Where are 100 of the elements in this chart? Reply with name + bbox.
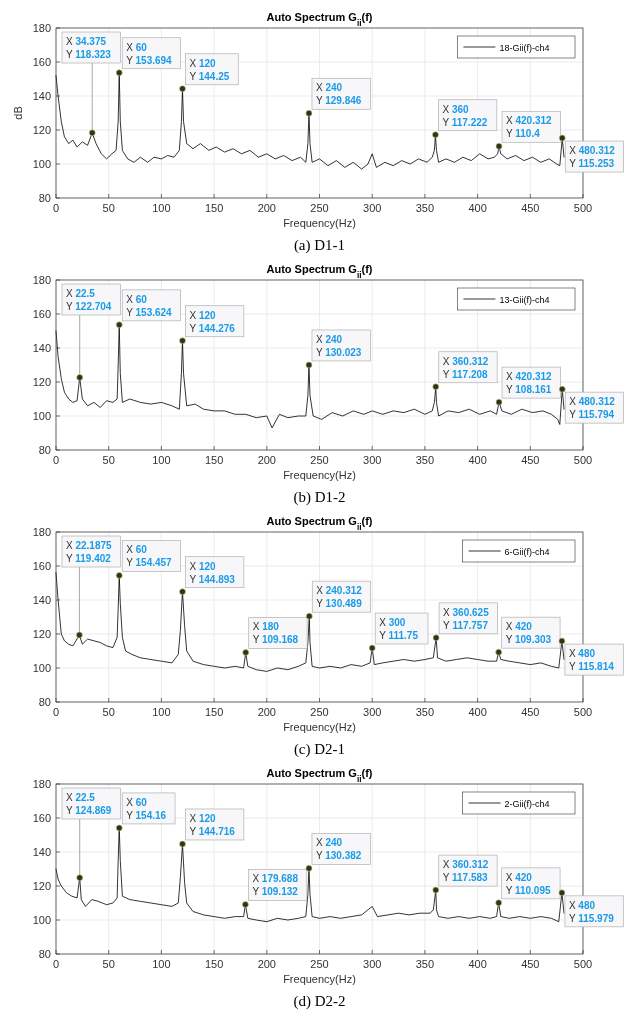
point	[179, 840, 186, 848]
x-tick-label: 450	[521, 454, 540, 466]
point	[179, 337, 186, 345]
annotation: X 179.688 Y 109.132	[252, 873, 299, 898]
y-tick-label: 80	[38, 444, 51, 456]
datatip: X 34.375 Y 118.323	[61, 31, 121, 131]
x-axis-title: Frequency(Hz)	[283, 721, 356, 733]
legend-label: 2-Gii(f)-ch4	[504, 798, 550, 809]
point	[115, 321, 123, 329]
point	[432, 634, 440, 642]
y-tick-label: 80	[38, 948, 51, 960]
legend-label: 6-Gii(f)-ch4	[504, 546, 550, 557]
text: (b) D1-2	[293, 489, 346, 506]
x-tick-label: 200	[257, 706, 276, 718]
annotation: X 360.312 Y 117.583	[442, 859, 489, 884]
x-tick-label: 150	[204, 706, 224, 718]
annotation: X 22.1875 Y 119.402	[66, 540, 113, 564]
x-tick-label: 100	[152, 202, 171, 214]
y-tick-label: 180	[32, 778, 51, 790]
x-tick-label: 200	[257, 202, 276, 214]
annotation: X 60 Y 153.624	[126, 293, 173, 318]
x-tick-label: 400	[468, 454, 487, 466]
datatip: X 480.312 Y 115.253	[564, 140, 624, 173]
y-tick-label: 160	[32, 308, 51, 320]
x-tick-label: 500	[573, 202, 593, 214]
x-tick-label: 200	[257, 454, 276, 466]
point	[558, 637, 566, 645]
point	[115, 572, 123, 579]
text: (a) D1-1	[293, 237, 346, 254]
x-tick-label: 450	[521, 202, 540, 214]
text: (d) D2-2	[293, 993, 346, 1010]
chart-title: Auto Spectrum G$_{ii}$(f)	[266, 767, 373, 784]
x-tick-label: 500	[573, 958, 593, 970]
datatip: X 240 Y 130.382	[311, 833, 371, 865]
datatip: X 22.1875 Y 119.402	[61, 535, 121, 633]
y-tick-label: 140	[32, 594, 51, 606]
y-tick-label: 100	[32, 410, 51, 422]
legend-label: 18-Gii(f)-ch4	[499, 42, 550, 53]
datatip: X 60 Y 153.624	[121, 289, 181, 322]
annotation: X 34.375 Y 118.323	[66, 36, 112, 60]
point	[305, 361, 313, 369]
x-tick-label: 250	[310, 706, 329, 718]
y-tick-label: 180	[32, 274, 51, 286]
datatip: X 360.312 Y 117.583	[438, 854, 498, 887]
point	[242, 901, 249, 908]
annotation: X 180 Y 109.168	[252, 621, 299, 646]
x-axis-title: Frequency(Hz)	[283, 217, 356, 229]
y-tick-label: 140	[32, 90, 51, 102]
point	[432, 131, 439, 139]
annotation: X 120 Y 144.893	[189, 560, 236, 585]
datatip: X 360 Y 117.222	[438, 99, 498, 132]
annotation: X 360.312 Y 117.208	[442, 355, 489, 380]
annotation: X 240 Y 130.382	[315, 837, 362, 862]
datatip: X 360.625 Y 117.757	[438, 602, 498, 635]
y-tick-label: 160	[32, 812, 51, 824]
annotation: X 60 Y 153.694	[126, 41, 173, 66]
x-tick-label: 500	[573, 454, 593, 466]
annotation: X 300 Y 111.75	[379, 617, 419, 642]
x-tick-label: 100	[152, 454, 171, 466]
x-tick-label: 50	[102, 706, 115, 718]
point	[305, 109, 313, 117]
x-tick-label: 300	[363, 454, 382, 466]
y-axis-title: dB	[12, 106, 24, 120]
x-tick-label: 350	[415, 958, 435, 970]
x-tick-label: 0	[52, 958, 60, 970]
chart-title: Auto Spectrum G$_{ii}$(f)	[266, 515, 373, 532]
x-tick-label: 100	[152, 958, 171, 970]
datatip: X 480 Y 115.814	[564, 643, 624, 676]
annotation: X 22.5 Y 124.869	[66, 792, 112, 816]
x-tick-label: 300	[363, 202, 382, 214]
point	[558, 889, 566, 897]
point	[242, 649, 250, 656]
x-tick-label: 450	[521, 706, 540, 718]
datatip: X 60 Y 154.16	[121, 792, 176, 825]
x-tick-label: 400	[468, 202, 487, 214]
datatip: X 240 Y 130.023	[311, 329, 371, 362]
y-tick-label: 100	[32, 662, 51, 674]
datatip: X 420.312 Y 110.4	[501, 110, 561, 143]
chart-title: Auto Spectrum G$_{ii}$(f)	[266, 263, 373, 280]
x-tick-label: 0	[52, 454, 60, 466]
datatip: X 120 Y 144.893	[185, 556, 245, 589]
text: (c) D2-1	[293, 741, 346, 758]
x-axis-title: Frequency(Hz)	[283, 469, 356, 481]
annotation: X 60 Y 154.16	[126, 796, 167, 821]
x-tick-label: 150	[204, 454, 224, 466]
annotation: X 360.625 Y 117.757	[443, 606, 490, 631]
annotation: X 240 Y 129.846	[315, 82, 362, 107]
x-tick-label: 350	[415, 454, 435, 466]
y-tick-label: 120	[32, 124, 51, 136]
datatip: X 420 Y 109.303	[501, 616, 561, 649]
y-tick-label: 140	[32, 342, 51, 354]
point	[495, 143, 503, 150]
datatip: X 240.312 Y 130.489	[311, 580, 372, 613]
point	[368, 644, 376, 652]
x-tick-label: 250	[310, 202, 329, 214]
x-tick-label: 150	[204, 958, 224, 970]
datatip: X 120 Y 144.276	[185, 305, 245, 338]
datatip: X 180 Y 109.168	[248, 617, 308, 649]
annotation: X 360 Y 117.222	[442, 103, 488, 128]
x-tick-label: 300	[363, 706, 382, 718]
